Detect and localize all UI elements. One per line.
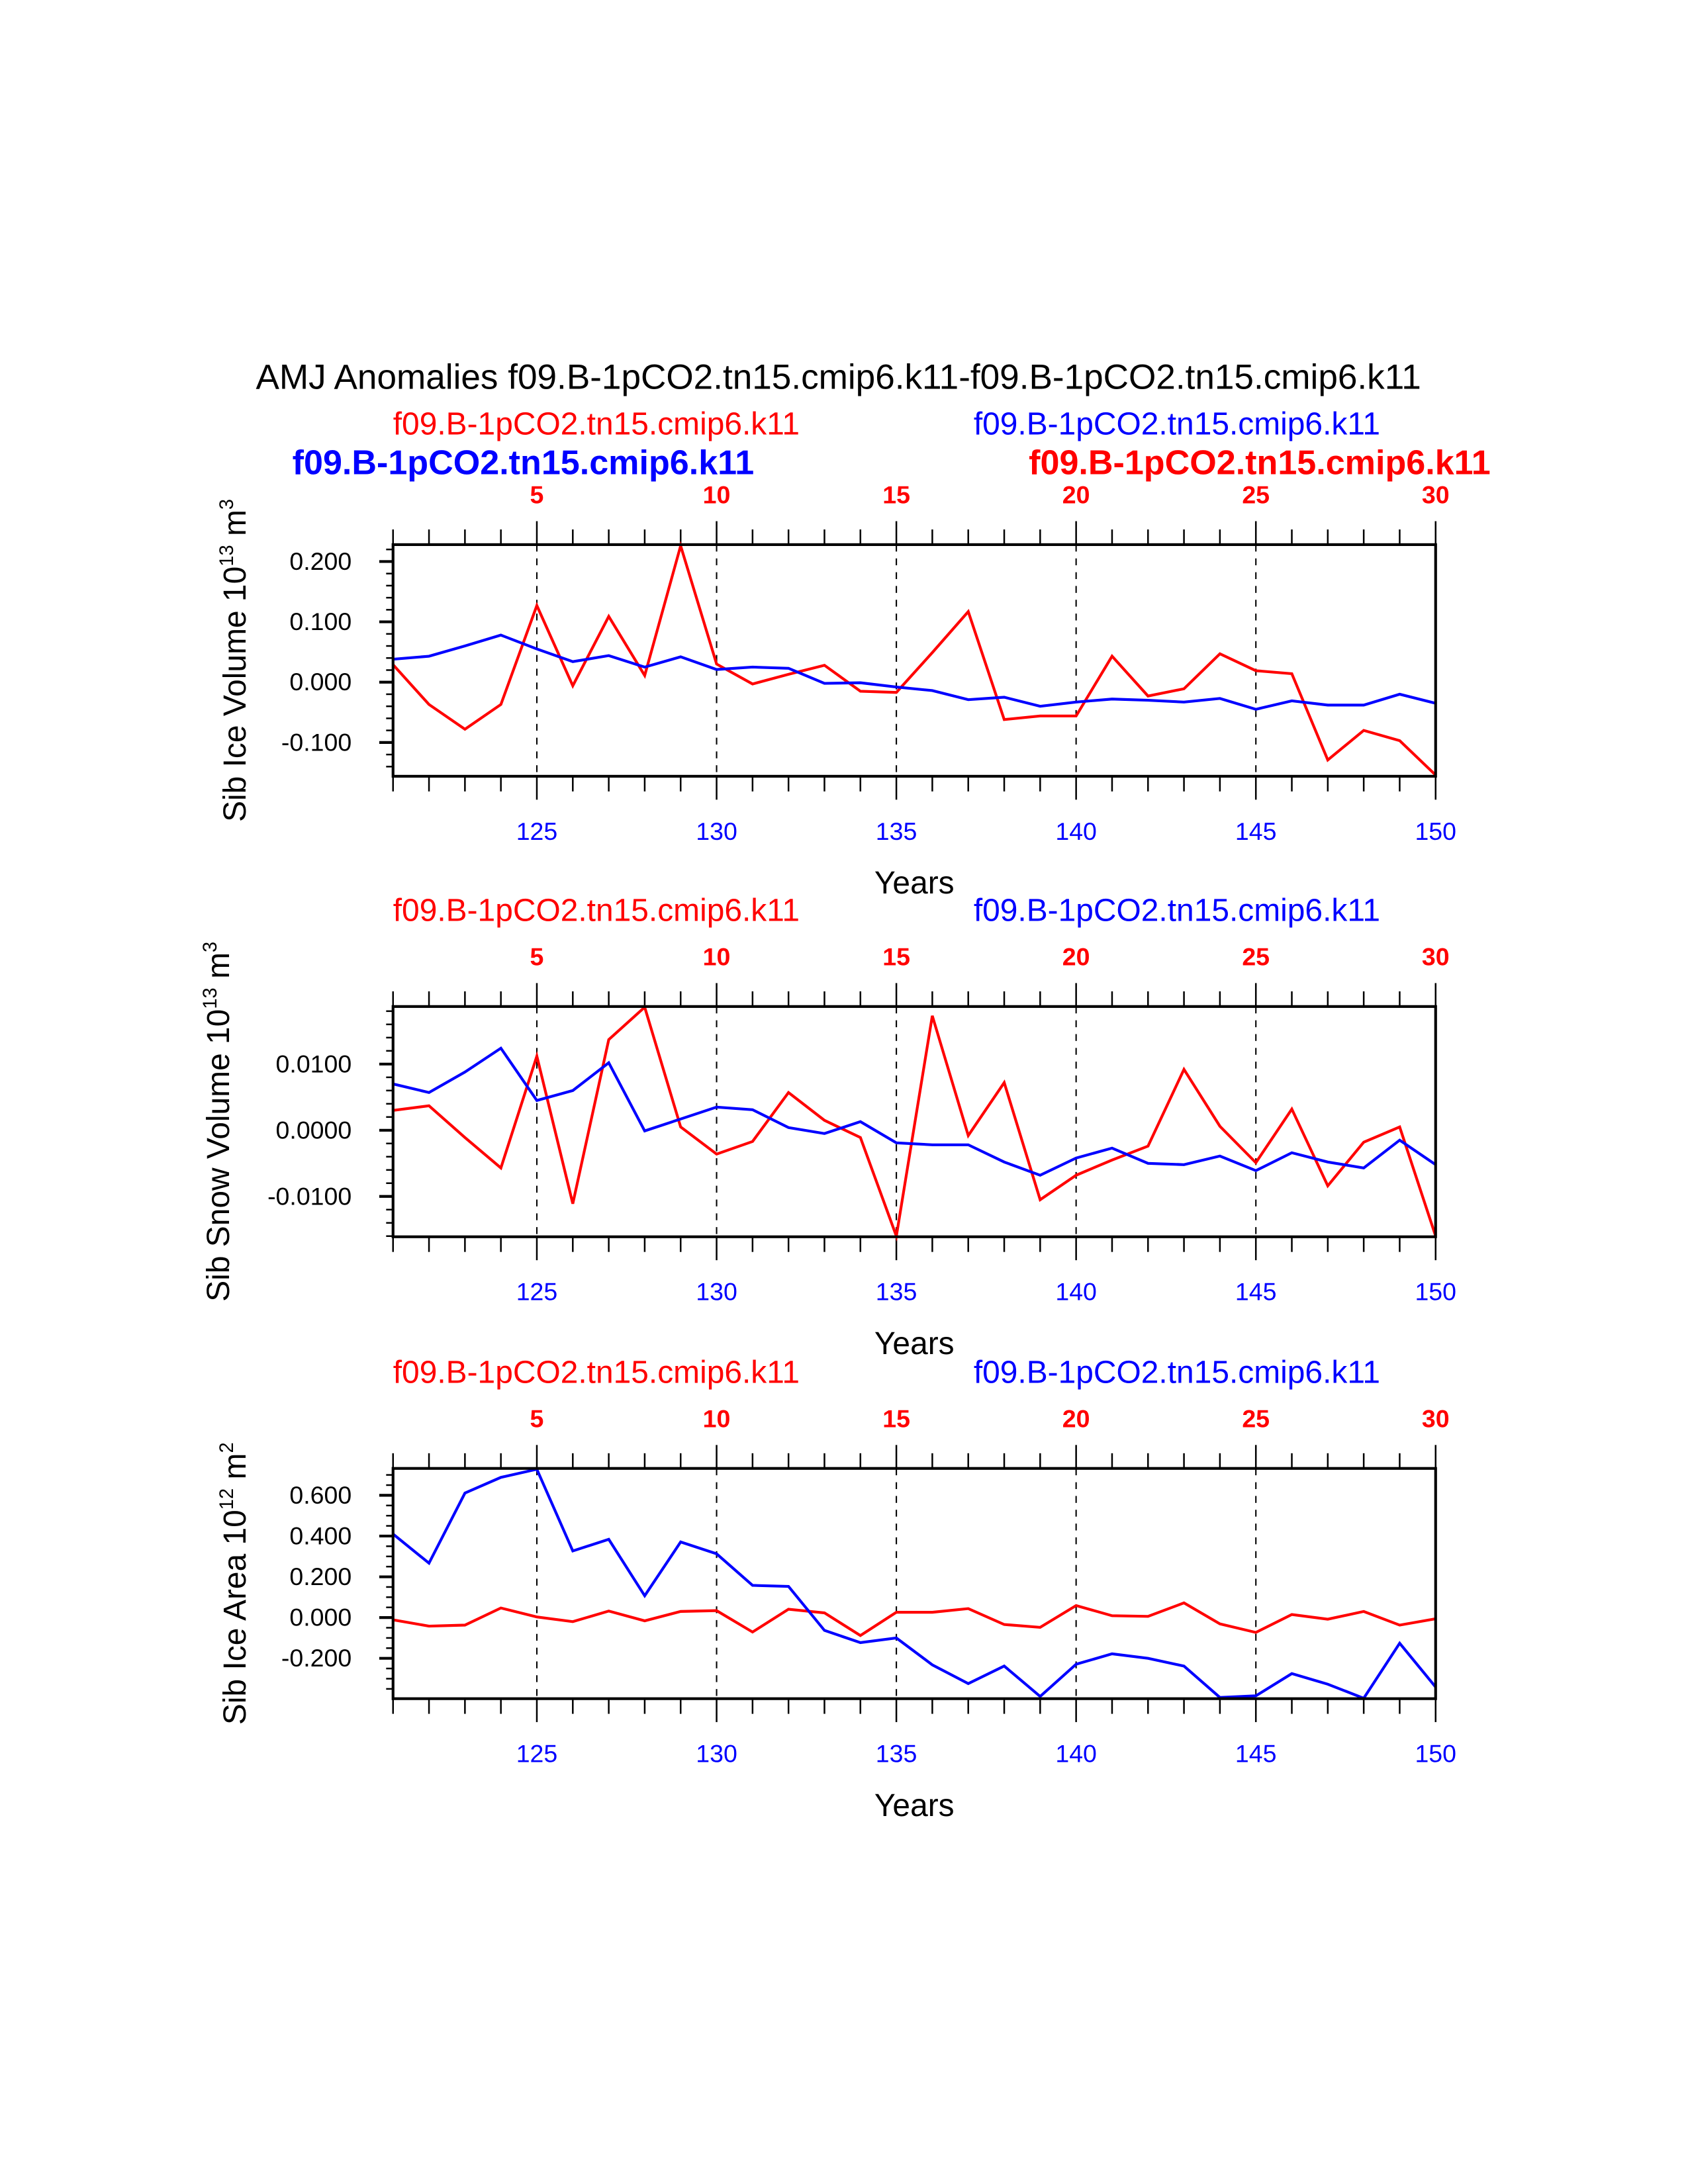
x-top-tick-label: 15	[882, 1404, 910, 1432]
y-tick-label: 0.0100	[276, 1050, 352, 1077]
x-top-tick-label: 20	[1062, 480, 1090, 508]
y-axis-title: Sib Ice Volume 1013 m3	[216, 499, 253, 822]
x-bottom-tick-label: 150	[1415, 1740, 1456, 1768]
y-tick-label: 0.200	[289, 547, 352, 575]
x-bottom-tick-label: 150	[1415, 817, 1456, 845]
x-axis-title: Years	[874, 1788, 955, 1823]
chart-panel-3: f09.B-1pCO2.tn15.cmip6.k11 f09.B-1pCO2.tn…	[216, 1355, 1456, 1823]
x-bottom-tick-label: 140	[1055, 1740, 1097, 1768]
x-top-tick-label: 5	[530, 480, 544, 508]
plot-frame	[391, 543, 1437, 778]
x-bottom-tick-label: 145	[1235, 817, 1277, 845]
x-top-tick-label: 10	[703, 1404, 731, 1432]
x-bottom-tick-label: 130	[696, 817, 737, 845]
x-bottom-tick-label: 125	[516, 1278, 558, 1306]
x-top-tick-label: 5	[530, 942, 544, 970]
y-axis-title-part: 13	[200, 987, 221, 1009]
x-top-tick-label: 30	[1422, 1404, 1450, 1432]
y-tick-label: 0.0000	[276, 1116, 352, 1144]
x-axis-title: Years	[874, 866, 955, 901]
x-top-tick-label: 15	[882, 942, 910, 970]
x-bottom-tick-label: 135	[876, 817, 917, 845]
overlay-label-blue-bold: f09.B-1pCO2.tn15.cmip6.k11	[293, 444, 755, 482]
legend-label-blue: f09.B-1pCO2.tn15.cmip6.k11	[974, 1355, 1380, 1390]
x-top-tick-label: 10	[703, 942, 731, 970]
red-series-line	[392, 541, 1437, 776]
y-axis-title-part: Sib Snow Volume 10	[201, 1009, 236, 1302]
legend-label-red: f09.B-1pCO2.tn15.cmip6.k11	[393, 406, 800, 441]
blue-series-line	[393, 633, 1436, 711]
legend-label-blue: f09.B-1pCO2.tn15.cmip6.k11	[974, 893, 1380, 929]
y-tick-label: 0.100	[289, 608, 352, 635]
plot-frame	[391, 1467, 1437, 1700]
x-bottom-tick-label: 135	[876, 1740, 917, 1768]
overlay-label-red-bold: f09.B-1pCO2.tn15.cmip6.k11	[1029, 444, 1491, 482]
legend-label-red: f09.B-1pCO2.tn15.cmip6.k11	[393, 893, 800, 929]
y-axis-title-part: m	[201, 952, 236, 987]
y-axis-title-part: 13	[216, 545, 238, 566]
x-top-tick-label: 20	[1062, 942, 1090, 970]
y-tick-label: -0.100	[281, 728, 352, 756]
y-tick-label: 0.400	[289, 1522, 352, 1549]
legend-label-red: f09.B-1pCO2.tn15.cmip6.k11	[393, 1355, 800, 1390]
x-bottom-tick-label: 125	[516, 1740, 558, 1768]
blue-series-line	[392, 1467, 1437, 1700]
x-top-tick-label: 25	[1242, 480, 1270, 508]
x-top-tick-label: 15	[882, 480, 910, 508]
y-tick-label: -0.0100	[267, 1182, 352, 1210]
y-tick-label: 0.000	[289, 1604, 352, 1631]
red-series-line	[393, 1601, 1436, 1637]
y-axis-title-part: 3	[200, 942, 221, 952]
y-axis-title: Sib Ice Area 1012 m2	[216, 1442, 253, 1725]
x-top-tick-label: 25	[1242, 1404, 1270, 1432]
x-top-tick-label: 30	[1422, 942, 1450, 970]
y-axis-title: Sib Snow Volume 1013 m3	[200, 942, 236, 1302]
x-bottom-tick-label: 140	[1055, 1278, 1097, 1306]
y-axis-title-part: Sib Ice Volume 10	[218, 567, 253, 822]
x-top-tick-label: 10	[703, 480, 731, 508]
plot-frame	[391, 1005, 1437, 1238]
blue-series-line	[393, 1046, 1436, 1177]
x-axis-title: Years	[874, 1326, 955, 1361]
y-axis-title-part: 2	[216, 1442, 238, 1453]
y-axis-title-part: Sib Ice Area 10	[218, 1510, 253, 1725]
chart-panel-1: f09.B-1pCO2.tn15.cmip6.k11 f09.B-1pCO2.tn…	[216, 406, 1456, 901]
x-bottom-tick-label: 135	[876, 1278, 917, 1306]
y-axis-title-part: m	[218, 510, 253, 545]
y-axis-title-part: 3	[216, 499, 238, 510]
x-bottom-tick-label: 130	[696, 1740, 737, 1768]
x-top-tick-label: 25	[1242, 942, 1270, 970]
chart-panels: f09.B-1pCO2.tn15.cmip6.k11 f09.B-1pCO2.tn…	[200, 406, 1456, 1823]
y-axis-title-part: 12	[216, 1488, 238, 1510]
y-tick-label: 0.200	[289, 1563, 352, 1590]
x-bottom-tick-label: 145	[1235, 1278, 1277, 1306]
figure-title: AMJ Anomalies f09.B-1pCO2.tn15.cmip6.k11…	[256, 358, 1421, 397]
chart-panel-2: f09.B-1pCO2.tn15.cmip6.k11 f09.B-1pCO2.tn…	[200, 893, 1456, 1361]
x-bottom-tick-label: 145	[1235, 1740, 1277, 1768]
y-tick-label: 0.600	[289, 1481, 352, 1509]
legend-label-blue: f09.B-1pCO2.tn15.cmip6.k11	[974, 406, 1380, 441]
x-top-tick-label: 30	[1422, 480, 1450, 508]
x-bottom-tick-label: 140	[1055, 817, 1097, 845]
y-tick-label: -0.200	[281, 1644, 352, 1672]
x-bottom-tick-label: 125	[516, 817, 558, 845]
x-top-tick-label: 5	[530, 1404, 544, 1432]
x-bottom-tick-label: 150	[1415, 1278, 1456, 1306]
y-axis-title-part: m	[218, 1453, 253, 1488]
x-bottom-tick-label: 130	[696, 1278, 737, 1306]
red-series-line	[393, 1005, 1437, 1242]
y-tick-label: 0.000	[289, 668, 352, 696]
x-top-tick-label: 20	[1062, 1404, 1090, 1432]
